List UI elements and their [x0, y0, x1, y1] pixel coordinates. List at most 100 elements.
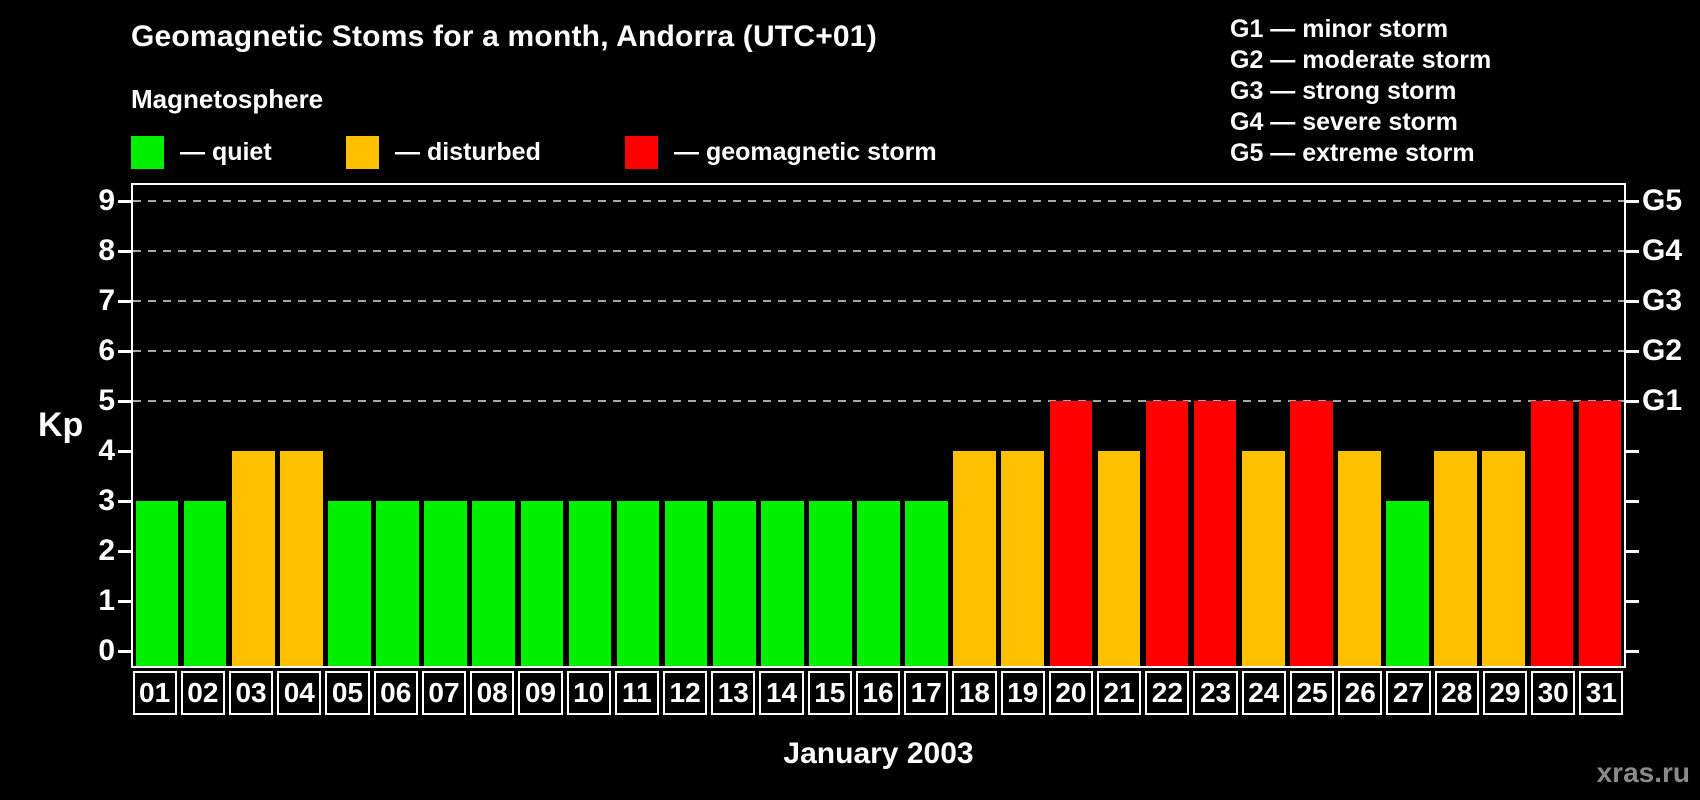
y-axis-label-3: 3 — [98, 484, 115, 517]
day-label-11: 11 — [614, 671, 659, 715]
y-axis-label-2: 2 — [98, 534, 115, 567]
y-axis-label-7: 7 — [98, 284, 115, 317]
kp-bar-day-13 — [712, 501, 756, 666]
right-axis-label-G3: G3 — [1642, 284, 1683, 317]
y-axis-tick-right-4 — [1626, 449, 1639, 453]
kp-bar-chart-plot-area: 0 1 2 3 4 5 6 7 8 9 G1 G2 G3 G4 G5 — [98, 183, 1682, 668]
day-label-24: 24 — [1241, 671, 1286, 715]
y-axis-tick-right-5 — [1626, 399, 1639, 403]
y-axis-tick-left-1 — [118, 599, 131, 603]
storm-scale-line-1: G1 — minor storm — [1230, 15, 1449, 43]
y-axis-label-1: 1 — [98, 584, 115, 617]
day-label-04: 04 — [277, 671, 322, 715]
legend-swatch-disturbed — [346, 135, 379, 169]
legend-item-disturbed: — disturbed — [346, 135, 541, 169]
day-label-27: 27 — [1386, 671, 1431, 715]
kp-bar-day-06 — [376, 501, 419, 666]
day-label-30: 30 — [1531, 671, 1576, 715]
day-label-29: 29 — [1482, 671, 1528, 715]
kp-bar-day-14 — [761, 501, 804, 666]
kp-bar-day-22 — [1145, 401, 1189, 666]
kp-bar-day-01 — [135, 501, 179, 666]
day-label-03: 03 — [228, 671, 274, 715]
kp-bar-day-09 — [520, 501, 564, 666]
storm-scale-line-2: G2 — moderate storm — [1230, 46, 1492, 74]
gridline-kp7 — [133, 300, 1624, 302]
kp-bar-day-28 — [1434, 451, 1477, 666]
kp-bar-day-07 — [424, 501, 467, 666]
legend-item-quiet: — quiet — [131, 135, 272, 169]
y-axis-tick-right-9 — [1626, 199, 1639, 203]
day-label-23: 23 — [1193, 671, 1238, 715]
kp-bar-day-23 — [1193, 401, 1237, 666]
y-axis-tick-left-8 — [118, 249, 131, 253]
chart-title: Geomagnetic Stoms for a month, Andorra (… — [131, 20, 877, 53]
day-label-02: 02 — [180, 671, 225, 715]
kp-bar-day-18 — [953, 451, 996, 666]
y-axis-tick-right-7 — [1626, 299, 1639, 303]
day-label-19: 19 — [1000, 671, 1045, 715]
day-label-07: 07 — [421, 671, 467, 715]
right-axis-label-G1: G1 — [1642, 384, 1683, 417]
kp-bar-day-15 — [809, 501, 852, 666]
kp-bar-day-11 — [616, 501, 660, 666]
kp-bar-day-10 — [568, 501, 612, 666]
y-axis-tick-left-2 — [118, 549, 131, 553]
day-label-25: 25 — [1289, 671, 1335, 715]
y-axis-label-4: 4 — [98, 434, 115, 467]
legend-swatch-quiet — [131, 135, 164, 169]
storm-scale-line-3: G3 — strong storm — [1230, 77, 1457, 105]
gridline-kp8 — [133, 250, 1624, 252]
watermark: xras.ru — [1596, 757, 1690, 788]
gridline-kp9 — [133, 200, 1624, 202]
day-label-21: 21 — [1097, 671, 1142, 715]
kp-bar-day-12 — [664, 501, 708, 666]
day-label-31: 31 — [1579, 671, 1624, 715]
day-label-05: 05 — [325, 671, 370, 715]
y-axis-tick-left-3 — [118, 499, 131, 503]
day-label-09: 09 — [518, 671, 563, 715]
y-axis-label-8: 8 — [98, 234, 115, 267]
y-axis-label-6: 6 — [98, 334, 115, 367]
gridline-kp6 — [133, 350, 1624, 352]
magnetosphere-label: Magnetosphere — [131, 84, 324, 114]
kp-bar-day-16 — [857, 501, 900, 666]
right-axis-label-G2: G2 — [1642, 334, 1683, 367]
y-axis-tick-right-2 — [1626, 549, 1639, 553]
day-label-28: 28 — [1434, 671, 1479, 715]
day-label-01: 01 — [132, 671, 177, 715]
day-label-22: 22 — [1145, 671, 1190, 715]
day-label-13: 13 — [711, 671, 756, 715]
legend-label-quiet: — quiet — [180, 137, 272, 166]
y-axis-tick-left-6 — [118, 349, 131, 353]
kp-bar-day-29 — [1482, 451, 1526, 666]
kp-bar-day-03 — [231, 451, 275, 666]
y-axis-tick-right-8 — [1626, 249, 1639, 253]
day-label-26: 26 — [1338, 671, 1383, 715]
right-axis-label-G5: G5 — [1642, 184, 1683, 217]
kp-bar-day-17 — [905, 501, 948, 666]
kp-bar-day-31 — [1578, 401, 1622, 666]
kp-bar-day-25 — [1290, 401, 1333, 666]
kp-bar-day-26 — [1338, 451, 1381, 666]
day-label-16: 16 — [855, 671, 901, 715]
y-axis-label-5: 5 — [98, 384, 115, 417]
day-label-15: 15 — [807, 671, 852, 715]
storm-scale-legend: G1 — minor storm G2 — moderate storm G3 — … — [1230, 14, 1491, 169]
kp-bar-day-08 — [472, 501, 516, 666]
legend-item-storm: — geomagnetic storm — [625, 135, 937, 169]
right-axis-label-G4: G4 — [1642, 234, 1683, 267]
y-axis-tick-right-0 — [1626, 649, 1639, 653]
storm-scale-line-4: G4 — severe storm — [1230, 108, 1458, 136]
kp-bar-day-20 — [1049, 401, 1093, 666]
kp-bar-day-24 — [1241, 451, 1285, 666]
legend-label-storm: — geomagnetic storm — [674, 137, 937, 166]
y-axis-tick-left-7 — [118, 299, 131, 303]
y-axis-tick-left-0 — [118, 649, 131, 653]
day-label-14: 14 — [759, 671, 804, 715]
day-label-06: 06 — [373, 671, 418, 715]
y-axis-label-0: 0 — [98, 634, 115, 667]
kp-bar-day-05 — [328, 501, 371, 666]
y-axis-tick-left-9 — [118, 199, 131, 203]
